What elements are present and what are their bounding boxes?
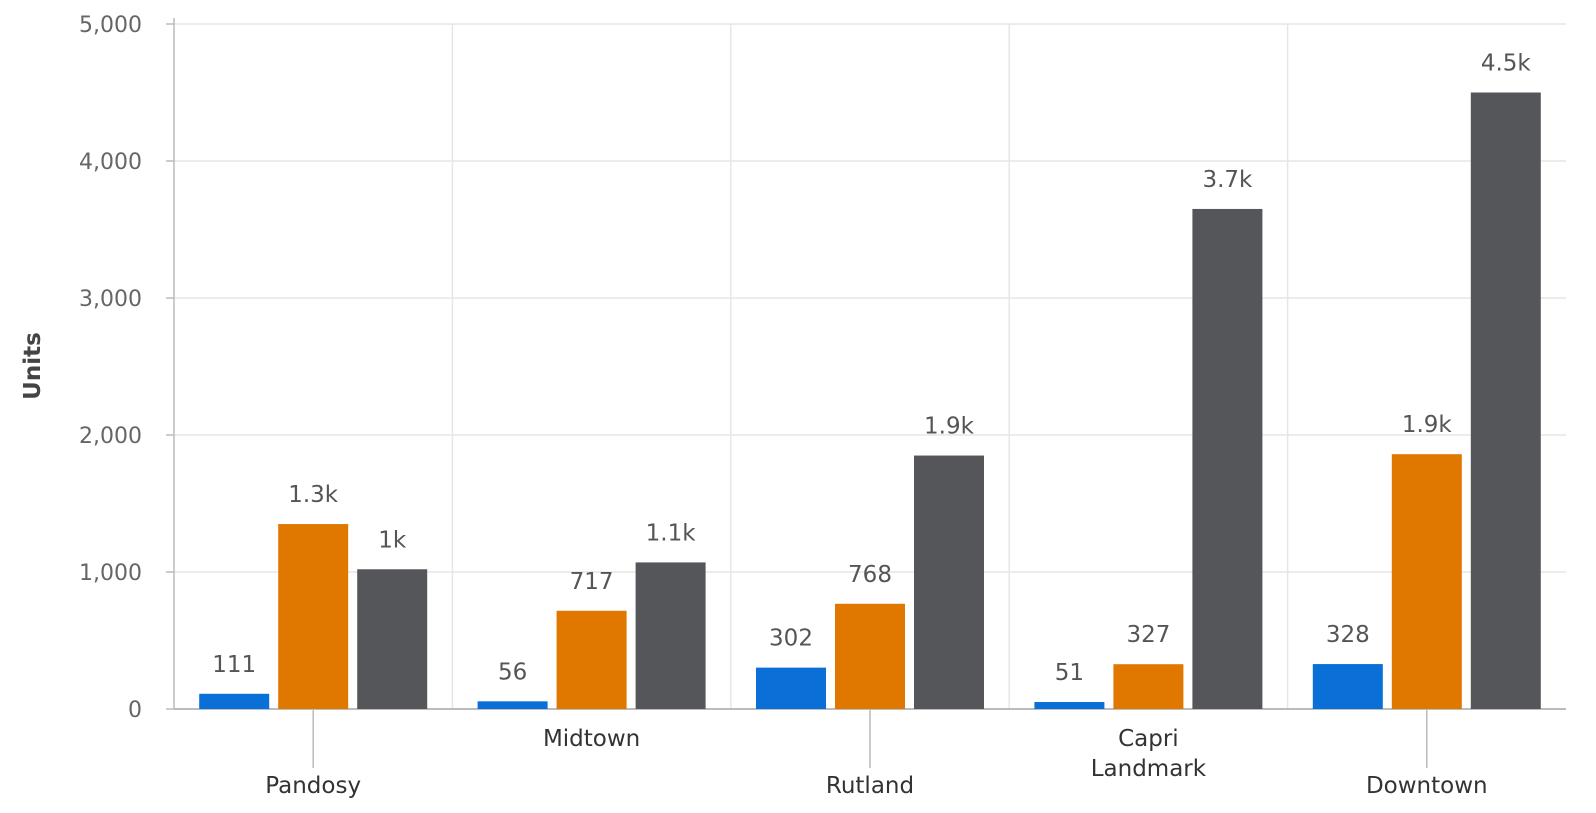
bar bbox=[1312, 664, 1383, 709]
bars bbox=[199, 92, 1541, 709]
data-label: 327 bbox=[1126, 622, 1170, 648]
bar bbox=[1470, 92, 1541, 709]
y-axis-title: Units bbox=[20, 332, 46, 400]
data-label: 1.9k bbox=[924, 414, 975, 440]
data-label: 1.9k bbox=[1402, 412, 1453, 438]
data-labels: 111 1.3k 1k 56 717 1.1k 302 768 1.9k 51 327 3.7k 328… bbox=[212, 51, 1531, 687]
bar bbox=[556, 610, 627, 709]
bar bbox=[278, 524, 349, 709]
bar bbox=[835, 603, 905, 709]
category-labels: Pandosy Midtown Rutland Capri Landmark Downto… bbox=[265, 709, 1488, 799]
data-label: 4.5k bbox=[1481, 51, 1532, 77]
data-label: 717 bbox=[570, 569, 614, 595]
bar bbox=[477, 701, 548, 709]
bar bbox=[199, 693, 270, 709]
y-tick-label: 1,000 bbox=[79, 561, 142, 586]
category-label: Capri bbox=[1118, 726, 1179, 752]
y-axis-ticks: 0 1,000 2,000 3,000 4,000 5,000 bbox=[79, 13, 142, 723]
bar bbox=[756, 667, 826, 709]
bar bbox=[1391, 454, 1462, 709]
bar bbox=[635, 562, 706, 709]
data-label: 51 bbox=[1055, 660, 1084, 686]
category-label: Downtown bbox=[1366, 773, 1488, 799]
category-label: Midtown bbox=[543, 726, 640, 752]
y-tick-label: 3,000 bbox=[79, 287, 142, 312]
y-tick-label: 4,000 bbox=[79, 150, 142, 175]
category-label: Landmark bbox=[1091, 756, 1207, 782]
data-label: 328 bbox=[1326, 622, 1370, 648]
data-label: 1.1k bbox=[646, 520, 697, 546]
bar bbox=[1034, 702, 1105, 709]
y-tick-label: 2,000 bbox=[79, 424, 142, 449]
bar bbox=[1192, 208, 1263, 709]
data-label: 56 bbox=[498, 659, 527, 685]
data-label: 768 bbox=[848, 562, 892, 588]
data-label: 3.7k bbox=[1202, 167, 1253, 193]
bar bbox=[1113, 664, 1184, 709]
y-tick-label: 5,000 bbox=[79, 13, 142, 38]
bar bbox=[357, 569, 428, 709]
data-label: 111 bbox=[212, 652, 256, 678]
bar bbox=[914, 455, 984, 709]
data-label: 1.3k bbox=[288, 482, 339, 508]
data-label: 302 bbox=[769, 626, 813, 652]
y-tick-label: 0 bbox=[128, 698, 142, 723]
data-label: 1k bbox=[378, 527, 407, 553]
category-label: Pandosy bbox=[265, 773, 361, 799]
category-label: Rutland bbox=[826, 773, 914, 799]
